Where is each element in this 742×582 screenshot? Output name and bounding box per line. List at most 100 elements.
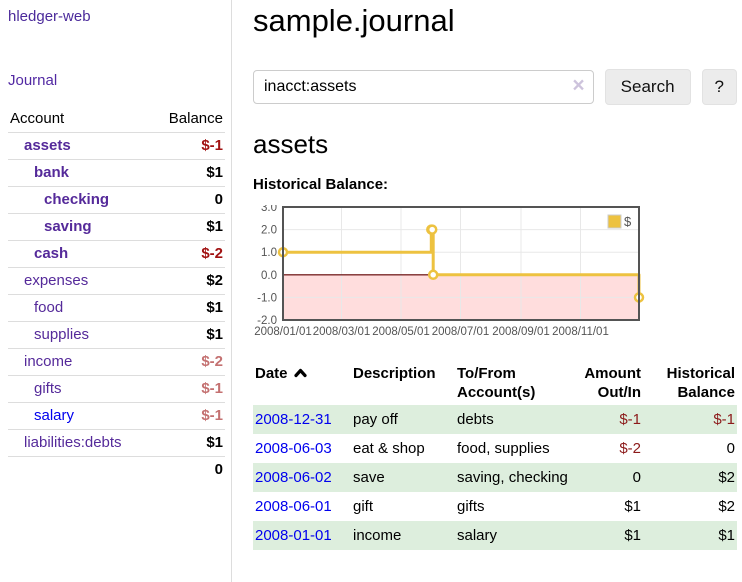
search-box: × (253, 70, 594, 105)
svg-text:3.0: 3.0 (261, 205, 277, 214)
account-row: gifts $-1 (8, 375, 225, 403)
account-row: saving $1 (8, 213, 225, 241)
page-title: sample.journal (253, 3, 455, 38)
svg-text:-2.0: -2.0 (257, 315, 277, 327)
account-link-checking[interactable]: checking (44, 191, 110, 208)
account-link-liabilities-debts[interactable]: liabilities:debts (24, 434, 122, 451)
account-heading: assets (253, 129, 329, 160)
chart-heading: Historical Balance: (253, 176, 389, 194)
svg-text:1.0: 1.0 (261, 247, 277, 259)
register-header-accounts[interactable]: To/From Account(s) (457, 365, 536, 402)
account-link-income[interactable]: income (24, 353, 73, 370)
svg-text:-1.0: -1.0 (257, 293, 277, 305)
help-button[interactable]: ? (701, 69, 737, 106)
transaction-date-link[interactable]: 2008-06-02 (255, 469, 332, 487)
account-balance: $1 (206, 164, 223, 181)
register-header-description[interactable]: Description (353, 365, 436, 383)
account-row: supplies $1 (8, 321, 225, 349)
transaction-date-link[interactable]: 2008-06-01 (255, 498, 332, 516)
transaction-date-link[interactable]: 2008-01-01 (255, 527, 332, 545)
account-link-bank[interactable]: bank (34, 164, 70, 181)
register-table: Date Description To/From Account(s) Amou… (253, 361, 737, 551)
search-input[interactable] (253, 70, 594, 105)
account-row: bank $1 (8, 159, 225, 187)
transaction-accounts: gifts (457, 498, 485, 516)
account-balance: $-1 (201, 407, 223, 424)
account-row: expenses $2 (8, 267, 225, 295)
transaction-amount: $-2 (619, 440, 641, 458)
account-balance: $-2 (201, 353, 223, 370)
account-link-expenses[interactable]: expenses (24, 272, 89, 289)
svg-text:2.0: 2.0 (261, 225, 277, 237)
account-balance: $-1 (201, 137, 223, 154)
account-balance: $1 (206, 326, 223, 343)
account-balance: $1 (206, 299, 223, 316)
brand-link[interactable]: hledger-web (8, 8, 91, 25)
sidebar: hledger-web Journal Account Balance asse… (0, 0, 232, 582)
svg-text:2008/01/01: 2008/01/01 (254, 326, 312, 338)
transaction-accounts: debts (457, 411, 494, 429)
register-row: 2008-06-03 eat & shop food, supplies $-2… (253, 434, 737, 463)
accounts-total-row: 0 (8, 456, 225, 484)
historical-balance-chart: $3.0 2.0 1.0 0.0 -1.0 -2.0 2008/01/01 2008/03/0… (253, 205, 723, 345)
account-row: income $-2 (8, 348, 225, 376)
transaction-balance: 0 (726, 440, 735, 458)
transaction-amount: $-1 (619, 411, 641, 429)
account-link-cash[interactable]: cash (34, 245, 69, 262)
account-balance: $1 (206, 434, 223, 451)
transaction-date-link[interactable]: 2008-12-31 (255, 411, 332, 429)
account-link-gifts[interactable]: gifts (34, 380, 62, 397)
transaction-amount: 0 (632, 469, 641, 487)
transaction-balance: $2 (718, 469, 735, 487)
register-row: 2008-06-02 save saving, checking 0 $2 (253, 463, 737, 493)
transaction-accounts: food, supplies (457, 440, 550, 458)
main-content: sample.journal × Search ? assets Histori… (233, 0, 742, 551)
register-header-amount[interactable]: Amount Out/In (584, 365, 641, 402)
transaction-description: pay off (353, 411, 398, 429)
account-link-saving[interactable]: saving (44, 218, 92, 235)
transaction-description: gift (353, 498, 374, 516)
transaction-accounts: salary (457, 527, 498, 545)
register-header-row: Date Description To/From Account(s) Amou… (253, 361, 737, 405)
svg-text:2008/05/01: 2008/05/01 (372, 326, 430, 338)
account-balance: $-1 (201, 380, 223, 397)
account-row: cash $-2 (8, 240, 225, 268)
svg-text:2008/03/01: 2008/03/01 (313, 326, 371, 338)
accounts-table: Account Balance assets $-1 bank $1 check… (8, 106, 225, 483)
transaction-balance: $2 (718, 498, 735, 516)
svg-text:0.0: 0.0 (261, 270, 277, 282)
clear-search-icon[interactable]: × (572, 74, 585, 98)
transaction-date-link[interactable]: 2008-06-03 (255, 440, 332, 458)
register-header-balance[interactable]: Historical Balance (666, 365, 735, 402)
accounts-header-account: Account (10, 110, 65, 127)
transaction-description: eat & shop (353, 440, 425, 458)
account-link-salary[interactable]: salary (34, 407, 75, 424)
accounts-header-row: Account Balance (8, 106, 225, 133)
account-balance: $2 (206, 272, 223, 289)
svg-text:$: $ (624, 214, 632, 229)
search-button[interactable]: Search (604, 69, 691, 106)
account-link-food[interactable]: food (34, 299, 64, 316)
sort-ascending-icon (293, 364, 307, 383)
transaction-description: save (353, 469, 385, 487)
journal-link[interactable]: Journal (8, 72, 58, 89)
account-link-assets[interactable]: assets (24, 137, 71, 154)
search-row: × Search ? (253, 69, 737, 106)
account-link-supplies[interactable]: supplies (34, 326, 90, 343)
register-header-date[interactable]: Date (253, 361, 351, 405)
transaction-balance: $1 (718, 527, 735, 545)
svg-text:2008/11/01: 2008/11/01 (552, 326, 609, 338)
account-balance: 0 (214, 191, 223, 208)
svg-text:2008/09/01: 2008/09/01 (492, 326, 550, 338)
transaction-description: income (353, 527, 402, 545)
nav-journal: Journal (8, 72, 225, 90)
transaction-amount: $1 (624, 527, 641, 545)
transaction-accounts: saving, checking (457, 469, 568, 487)
account-row: assets $-1 (8, 132, 225, 160)
account-row: salary $-1 (8, 402, 225, 430)
accounts-header-balance: Balance (168, 110, 223, 127)
register-row: 2008-06-01 gift gifts $1 $2 (253, 492, 737, 521)
accounts-total-value: 0 (214, 461, 223, 478)
account-balance: $-2 (201, 245, 223, 262)
